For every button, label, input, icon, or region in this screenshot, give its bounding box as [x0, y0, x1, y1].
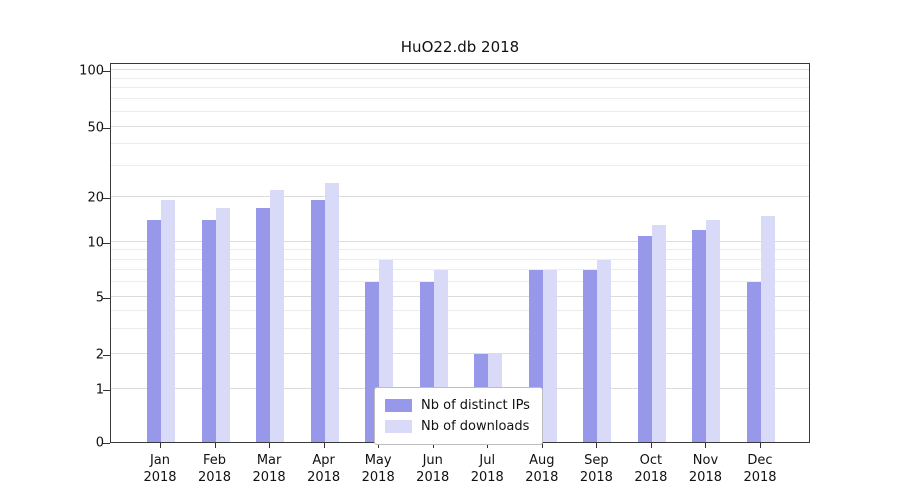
minor-gridline	[111, 327, 809, 329]
bar-distinct-ips-apr	[310, 200, 325, 442]
x-tick-label-jul: Jul 2018	[470, 453, 504, 485]
x-tick-label-apr: Apr 2018	[307, 453, 341, 485]
bar-distinct-ips-oct	[637, 235, 652, 442]
y-tick-mark	[103, 443, 110, 444]
minor-gridline	[111, 87, 809, 89]
x-tick-mark	[378, 443, 380, 448]
minor-gridline	[111, 258, 809, 260]
minor-gridline	[111, 281, 809, 283]
major-gridline	[111, 352, 809, 354]
minor-gridline	[111, 77, 809, 79]
x-tick-label-mar: Mar 2018	[252, 453, 286, 485]
y-tick-label: 5	[95, 290, 104, 306]
minor-gridline	[111, 309, 809, 311]
y-tick-mark	[103, 243, 110, 245]
y-tick-mark	[103, 127, 110, 129]
bar-downloads-apr	[324, 183, 339, 442]
minor-gridline	[111, 98, 809, 100]
legend-swatch-downloads	[385, 420, 412, 433]
bar-downloads-nov	[706, 220, 721, 442]
x-tick-mark	[596, 443, 598, 448]
bar-downloads-mar	[270, 189, 285, 442]
x-tick-label-dec: Dec 2018	[743, 453, 777, 485]
y-tick-label: 20	[87, 190, 104, 206]
major-gridline	[111, 68, 809, 70]
y-tick-label: 10	[87, 235, 104, 251]
y-tick-mark	[103, 354, 110, 356]
x-tick-label-feb: Feb 2018	[197, 453, 232, 485]
x-tick-mark	[760, 443, 761, 448]
y-tick-label: 2	[95, 347, 104, 363]
x-tick-mark	[541, 443, 543, 448]
major-gridline	[111, 295, 809, 297]
legend-row-distinct-ips: Nb of distinct IPs	[385, 395, 530, 416]
x-tick-mark	[160, 443, 161, 448]
y-tick-label: 100	[79, 63, 104, 79]
y-tick-mark	[103, 297, 110, 299]
x-tick-mark	[650, 443, 652, 448]
major-gridline	[111, 241, 809, 243]
chart-title: HuO22.db 2018	[400, 38, 520, 56]
bar-downloads-oct	[651, 225, 666, 442]
bar-downloads-jan	[161, 200, 175, 442]
x-tick-label-jun: Jun 2018	[416, 453, 450, 485]
x-tick-label-oct: Oct 2018	[634, 453, 668, 485]
x-tick-mark	[432, 443, 434, 448]
plot-area: Nb of distinct IPs Nb of downloads	[110, 63, 810, 445]
bar-distinct-ips-sep	[583, 270, 598, 442]
x-tick-mark	[323, 443, 325, 448]
legend-label-distinct-ips: Nb of distinct IPs	[421, 398, 530, 413]
x-tick-mark	[487, 443, 489, 448]
minor-gridline	[111, 164, 809, 166]
bar-downloads-sep	[597, 259, 612, 442]
bar-distinct-ips-jan	[147, 220, 161, 442]
y-tick-mark	[103, 197, 110, 199]
bar-distinct-ips-nov	[692, 230, 707, 442]
y-tick-label: 1	[95, 382, 104, 398]
x-tick-label-may: May 2018	[361, 453, 395, 485]
legend: Nb of distinct IPs Nb of downloads	[374, 387, 543, 445]
bar-distinct-ips-dec	[747, 282, 761, 442]
x-tick-mark	[705, 443, 707, 448]
y-tick-mark	[103, 390, 110, 392]
minor-gridline	[111, 111, 809, 112]
bar-distinct-ips-feb	[201, 220, 216, 442]
minor-gridline	[111, 269, 809, 271]
legend-swatch-distinct-ips	[385, 399, 412, 412]
y-tick-mark	[103, 70, 110, 72]
x-tick-label-sep: Sep 2018	[579, 453, 613, 485]
minor-gridline	[111, 249, 809, 251]
major-gridline	[111, 125, 809, 127]
y-tick-label: 50	[87, 120, 104, 136]
bar-distinct-ips-mar	[256, 207, 271, 442]
legend-label-downloads: Nb of downloads	[421, 419, 530, 434]
bar-downloads-aug	[542, 270, 557, 442]
bar-downloads-feb	[215, 207, 230, 442]
minor-gridline	[111, 143, 809, 145]
legend-row-downloads: Nb of downloads	[385, 416, 530, 437]
x-tick-mark	[214, 443, 216, 448]
major-gridline	[111, 195, 809, 197]
x-tick-label-jan: Jan 2018	[143, 453, 177, 485]
x-tick-mark	[269, 443, 271, 448]
bar-downloads-dec	[761, 215, 775, 442]
x-tick-label-aug: Aug 2018	[525, 453, 559, 485]
y-tick-label: 0	[95, 435, 104, 451]
x-tick-label-nov: Nov 2018	[688, 453, 722, 485]
